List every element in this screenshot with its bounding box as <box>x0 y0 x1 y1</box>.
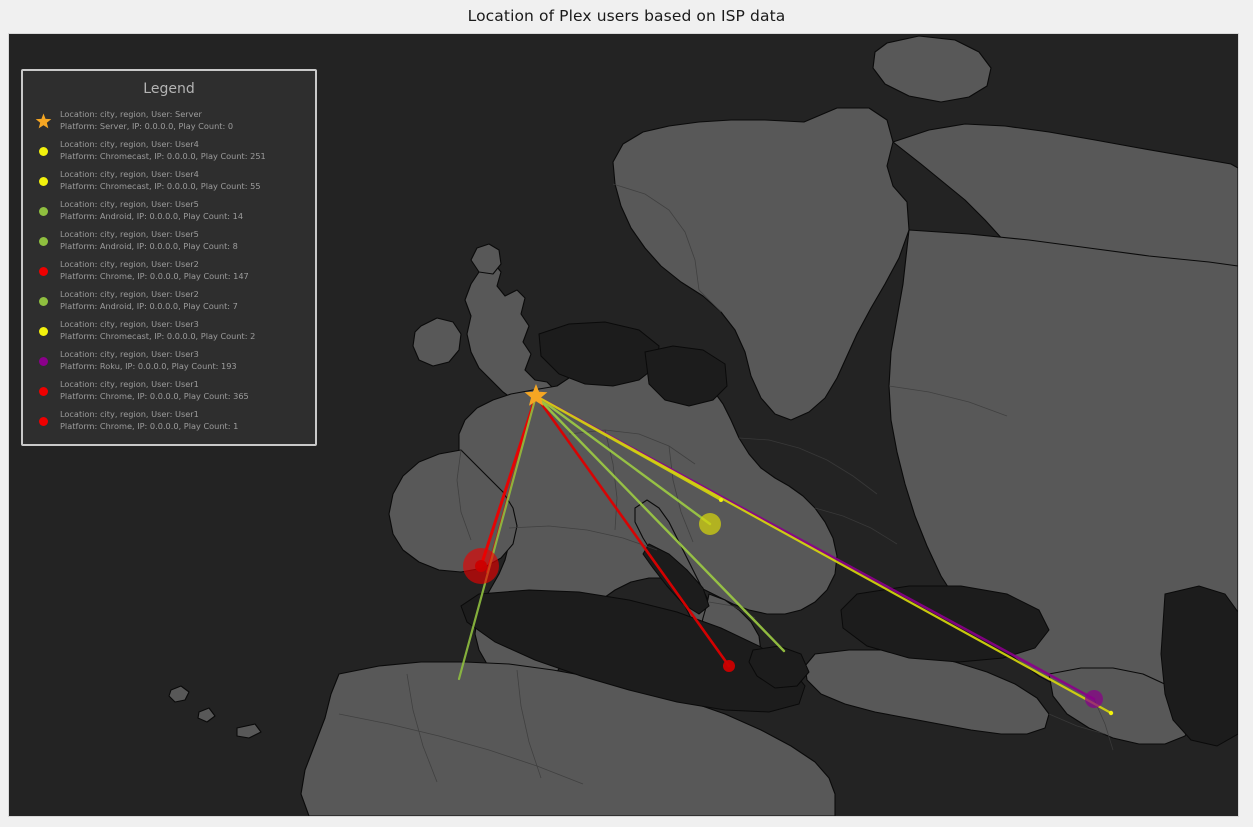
legend-entry-text: Location: city, region, User: User1 Platf… <box>60 409 238 432</box>
legend-entry-text: Location: city, region, User: User2 Platf… <box>60 289 238 312</box>
map-container[interactable]: Legend Location: city, region, User: Ser… <box>8 33 1239 817</box>
legend-title: Legend <box>143 81 195 97</box>
legend-entry-location-line: Location: city, region, User: Server <box>60 109 202 120</box>
legend-marker-dot-cell <box>26 386 60 396</box>
legend-entry-platform-line: Platform: Android, IP: 0.0.0.0, Play Cou… <box>60 301 238 311</box>
legend-entry[interactable]: Location: city, region, User: User4 Platf… <box>26 136 312 166</box>
legend-marker-dot-cell <box>26 296 60 306</box>
legend-entry[interactable]: Location: city, region, User: User3 Platf… <box>26 346 312 376</box>
legend-panel[interactable]: Legend Location: city, region, User: Ser… <box>21 69 317 446</box>
legend-entry-platform-line: Platform: Android, IP: 0.0.0.0, Play Cou… <box>60 211 244 221</box>
legend-marker-dot <box>38 176 48 186</box>
legend-entry-location-line: Location: city, region, User: User4 <box>60 169 199 180</box>
legend-marker-dot <box>38 386 48 396</box>
legend-entry[interactable]: Location: city, region, User: User4 Platf… <box>26 166 312 196</box>
legend-marker-star <box>26 113 60 130</box>
page-title: Location of Plex users based on ISP data <box>0 0 1253 33</box>
legend-entry-location-line: Location: city, region, User: User1 <box>60 409 199 420</box>
legend-marker-dot-cell <box>26 176 60 186</box>
legend-entry-platform-line: Platform: Chrome, IP: 0.0.0.0, Play Coun… <box>60 421 239 431</box>
legend-marker-dot <box>38 416 48 426</box>
legend-marker-dot <box>38 266 48 276</box>
legend-entry-platform-line: Platform: Chrome, IP: 0.0.0.0, Play Coun… <box>60 271 249 281</box>
legend-marker-dot-cell <box>26 146 60 156</box>
legend-entry-text: Location: city, region, User: User4 Platf… <box>60 169 261 192</box>
legend-marker-dot <box>38 296 48 306</box>
legend-entry[interactable]: Location: city, region, User: Server Plat… <box>26 106 312 136</box>
legend-entry-platform-line: Platform: Roku, IP: 0.0.0.0, Play Count:… <box>60 361 237 371</box>
legend-entry-platform-line: Platform: Chromecast, IP: 0.0.0.0, Play … <box>60 151 266 161</box>
legend-entry[interactable]: Location: city, region, User: User5 Platf… <box>26 196 312 226</box>
legend-entry-location-line: Location: city, region, User: User4 <box>60 139 199 150</box>
legend-entries-list: Location: city, region, User: Server Plat… <box>26 106 312 436</box>
legend-marker-dot-cell <box>26 206 60 216</box>
legend-marker-dot-cell <box>26 266 60 276</box>
legend-entry-text: Location: city, region, User: User2 Platf… <box>60 259 249 282</box>
legend-entry-location-line: Location: city, region, User: User3 <box>60 349 199 360</box>
legend-entry-text: Location: city, region, User: User3 Platf… <box>60 349 237 372</box>
legend-entry-location-line: Location: city, region, User: User1 <box>60 379 199 390</box>
legend-entry-location-line: Location: city, region, User: User2 <box>60 259 199 270</box>
legend-entry-text: Location: city, region, User: User5 Platf… <box>60 199 243 222</box>
legend-entry-platform-line: Platform: Chrome, IP: 0.0.0.0, Play Coun… <box>60 391 249 401</box>
legend-entry[interactable]: Location: city, region, User: User1 Platf… <box>26 406 312 436</box>
legend-marker-dot <box>38 206 48 216</box>
legend-entry-text: Location: city, region, User: User3 Platf… <box>60 319 255 342</box>
legend-marker-dot <box>38 356 48 366</box>
legend-entry-platform-line: Platform: Server, IP: 0.0.0.0, Play Coun… <box>60 121 234 131</box>
server-star-icon <box>35 113 51 128</box>
legend-entry-text: Location: city, region, User: User1 Platf… <box>60 379 249 402</box>
legend-entry[interactable]: Location: city, region, User: User2 Platf… <box>26 286 312 316</box>
legend-entry[interactable]: Location: city, region, User: User2 Platf… <box>26 256 312 286</box>
legend-entry-platform-line: Platform: Chromecast, IP: 0.0.0.0, Play … <box>60 181 261 191</box>
legend-marker-dot <box>38 236 48 246</box>
legend-entry-location-line: Location: city, region, User: User5 <box>60 199 199 210</box>
legend-marker-dot-cell <box>26 416 60 426</box>
legend-marker-dot <box>38 326 48 336</box>
legend-marker-dot-cell <box>26 356 60 366</box>
legend-entry-location-line: Location: city, region, User: User3 <box>60 319 199 330</box>
legend-entry[interactable]: Location: city, region, User: User1 Platf… <box>26 376 312 406</box>
legend-marker-dot-cell <box>26 326 60 336</box>
legend-entry[interactable]: Location: city, region, User: User3 Platf… <box>26 316 312 346</box>
legend-marker-dot-cell <box>26 236 60 246</box>
legend-entry-platform-line: Platform: Android, IP: 0.0.0.0, Play Cou… <box>60 241 238 251</box>
legend-entry-text: Location: city, region, User: User5 Platf… <box>60 229 238 252</box>
legend-entry-text: Location: city, region, User: Server Plat… <box>60 109 233 132</box>
legend-marker-dot <box>38 146 48 156</box>
legend-entry-platform-line: Platform: Chromecast, IP: 0.0.0.0, Play … <box>60 331 256 341</box>
legend-entry-location-line: Location: city, region, User: User2 <box>60 289 199 300</box>
legend-entry[interactable]: Location: city, region, User: User5 Platf… <box>26 226 312 256</box>
legend-entry-text: Location: city, region, User: User4 Platf… <box>60 139 266 162</box>
legend-entry-location-line: Location: city, region, User: User5 <box>60 229 199 240</box>
